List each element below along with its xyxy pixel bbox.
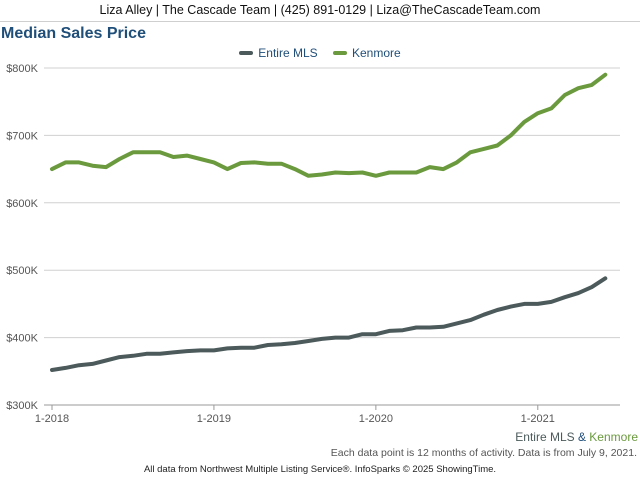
y-tick-label: $800K [6,63,38,75]
legend-swatch-kenmore [333,50,347,55]
series-line-entire-mls [50,276,608,372]
footer-ampersand: & [574,430,590,444]
chart-legend: Entire MLS Kenmore [0,46,640,60]
x-tick-label: 1-2018 [35,413,69,425]
chart-title: Median Sales Price [1,25,146,42]
y-tick-label: $300K [6,400,38,412]
data-note: Each data point is 12 months of activity… [330,447,637,459]
agent-contact-header: Liza Alley | The Cascade Team | (425) 89… [0,0,640,22]
x-tick-label: 1-2021 [521,413,555,425]
y-tick-label: $600K [6,198,38,210]
footer-series-label: Entire MLS & Kenmore [515,430,638,444]
series-line-kenmore [50,72,608,178]
footer-series-entire-mls: Entire MLS [515,430,575,444]
y-tick-label: $400K [6,333,38,345]
data-source: All data from Northwest Multiple Listing… [143,464,497,475]
x-tick-label: 1-2020 [359,413,393,425]
footer-series-kenmore: Kenmore [589,430,638,444]
legend-item-kenmore[interactable]: Kenmore [333,46,401,60]
y-tick-label: $700K [6,130,38,142]
y-tick-label: $500K [6,265,38,277]
legend-swatch-entire-mls [239,50,254,55]
x-tick-label: 1-2019 [197,413,231,425]
legend-label-entire-mls: Entire MLS [258,46,318,60]
legend-item-entire-mls[interactable]: Entire MLS [239,46,318,60]
legend-label-kenmore: Kenmore [352,46,401,60]
